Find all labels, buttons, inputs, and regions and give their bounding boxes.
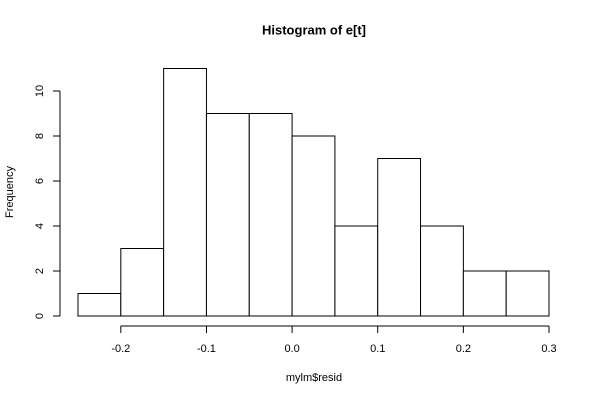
x-tick-label: -0.1 xyxy=(197,343,216,355)
bar xyxy=(420,225,464,317)
x-axis-label: mylm$resid xyxy=(286,372,342,384)
x-tick-label: 0.2 xyxy=(456,343,471,355)
x-tick-label: 0.3 xyxy=(541,343,556,355)
bar xyxy=(505,270,550,317)
bar xyxy=(248,113,293,317)
bar xyxy=(377,158,422,317)
x-tick-label: 0.0 xyxy=(284,343,299,355)
bar xyxy=(163,68,207,317)
y-axis-label: Frequency xyxy=(4,166,16,218)
x-tick-label: 0.1 xyxy=(370,343,385,355)
bar xyxy=(77,293,122,317)
bar xyxy=(120,248,165,317)
bar xyxy=(462,270,507,317)
bar xyxy=(334,225,379,317)
chart-title: Histogram of e[t] xyxy=(262,22,366,37)
y-tick-label: 8 xyxy=(34,133,46,139)
y-tick-label: 6 xyxy=(34,178,46,184)
y-tick-label: 0 xyxy=(34,313,46,319)
y-tick-label: 2 xyxy=(34,268,46,274)
y-tick-label: 10 xyxy=(34,85,46,97)
x-tick-label: -0.2 xyxy=(111,343,130,355)
bar xyxy=(205,113,250,317)
bar xyxy=(291,135,336,317)
y-tick-label: 4 xyxy=(34,223,46,229)
